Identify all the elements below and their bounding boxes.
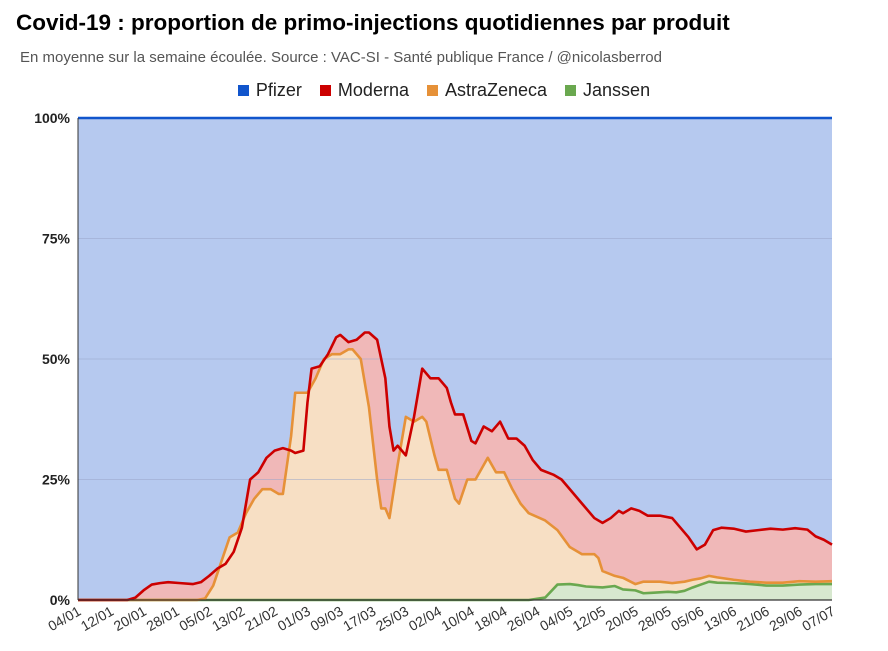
x-tick-label: 28/05: [635, 603, 674, 634]
x-tick-label: 05/02: [176, 603, 215, 634]
legend-swatch-moderna: [319, 85, 331, 96]
line-moderna: [78, 331, 833, 602]
legend-item-pfizer[interactable]: Pfizer: [237, 80, 302, 101]
legend-swatch-janssen: [565, 85, 577, 96]
x-tick-label: 01/03: [275, 603, 314, 634]
x-tick-label: 12/01: [78, 603, 117, 634]
legend-swatch-pfizer: [237, 85, 249, 96]
area-astrazeneca: [78, 349, 832, 600]
x-tick-label: 09/03: [307, 603, 346, 634]
x-tick-label: 13/06: [701, 603, 740, 634]
x-tick-label: 26/04: [504, 603, 543, 634]
x-tick-label: 13/02: [209, 603, 248, 634]
chart-title: Covid-19 : proportion de primo-injection…: [16, 10, 730, 35]
line-janssen: [78, 580, 832, 602]
y-tick-label: 100%: [34, 110, 70, 126]
chart-subtitle: En moyenne sur la semaine écoulée. Sourc…: [20, 49, 662, 66]
x-tick-label: 10/04: [439, 603, 478, 634]
area-janssen: [78, 581, 832, 600]
legend-label-astrazeneca: AstraZeneca: [444, 80, 548, 100]
x-tick-label: 25/03: [373, 603, 412, 634]
y-tick-label: 50%: [42, 351, 71, 367]
x-tick-label: 21/02: [242, 603, 281, 634]
legend-label-moderna: Moderna: [337, 80, 409, 100]
x-tick-label: 02/04: [406, 603, 445, 634]
legend-swatch-astrazeneca: [426, 85, 438, 96]
x-tick-label: 20/05: [602, 603, 641, 634]
y-tick-label: 75%: [42, 231, 71, 247]
x-tick-label: 04/05: [537, 603, 576, 634]
legend-label-pfizer: Pfizer: [255, 80, 302, 100]
legend-item-moderna[interactable]: Moderna: [319, 80, 409, 101]
x-tick-label: 29/06: [766, 603, 805, 634]
x-tick-label: 05/06: [668, 603, 707, 634]
x-tick-label: 17/03: [340, 603, 379, 634]
legend: Pfizer Moderna AstraZeneca Janssen: [0, 80, 888, 101]
line-astrazeneca: [78, 348, 833, 602]
x-tick-label: 12/05: [570, 603, 609, 634]
legend-label-janssen: Janssen: [583, 80, 651, 100]
legend-item-janssen[interactable]: Janssen: [565, 80, 650, 101]
x-tick-label: 28/01: [143, 603, 182, 634]
x-tick-label: 07/07: [799, 603, 838, 634]
x-tick-label: 18/04: [471, 603, 510, 634]
y-tick-label: 0%: [50, 592, 71, 608]
x-tick-label: 21/06: [734, 603, 773, 634]
legend-item-astrazeneca[interactable]: AstraZeneca: [426, 80, 548, 101]
x-tick-label: 20/01: [111, 603, 150, 634]
y-tick-label: 25%: [42, 472, 71, 488]
